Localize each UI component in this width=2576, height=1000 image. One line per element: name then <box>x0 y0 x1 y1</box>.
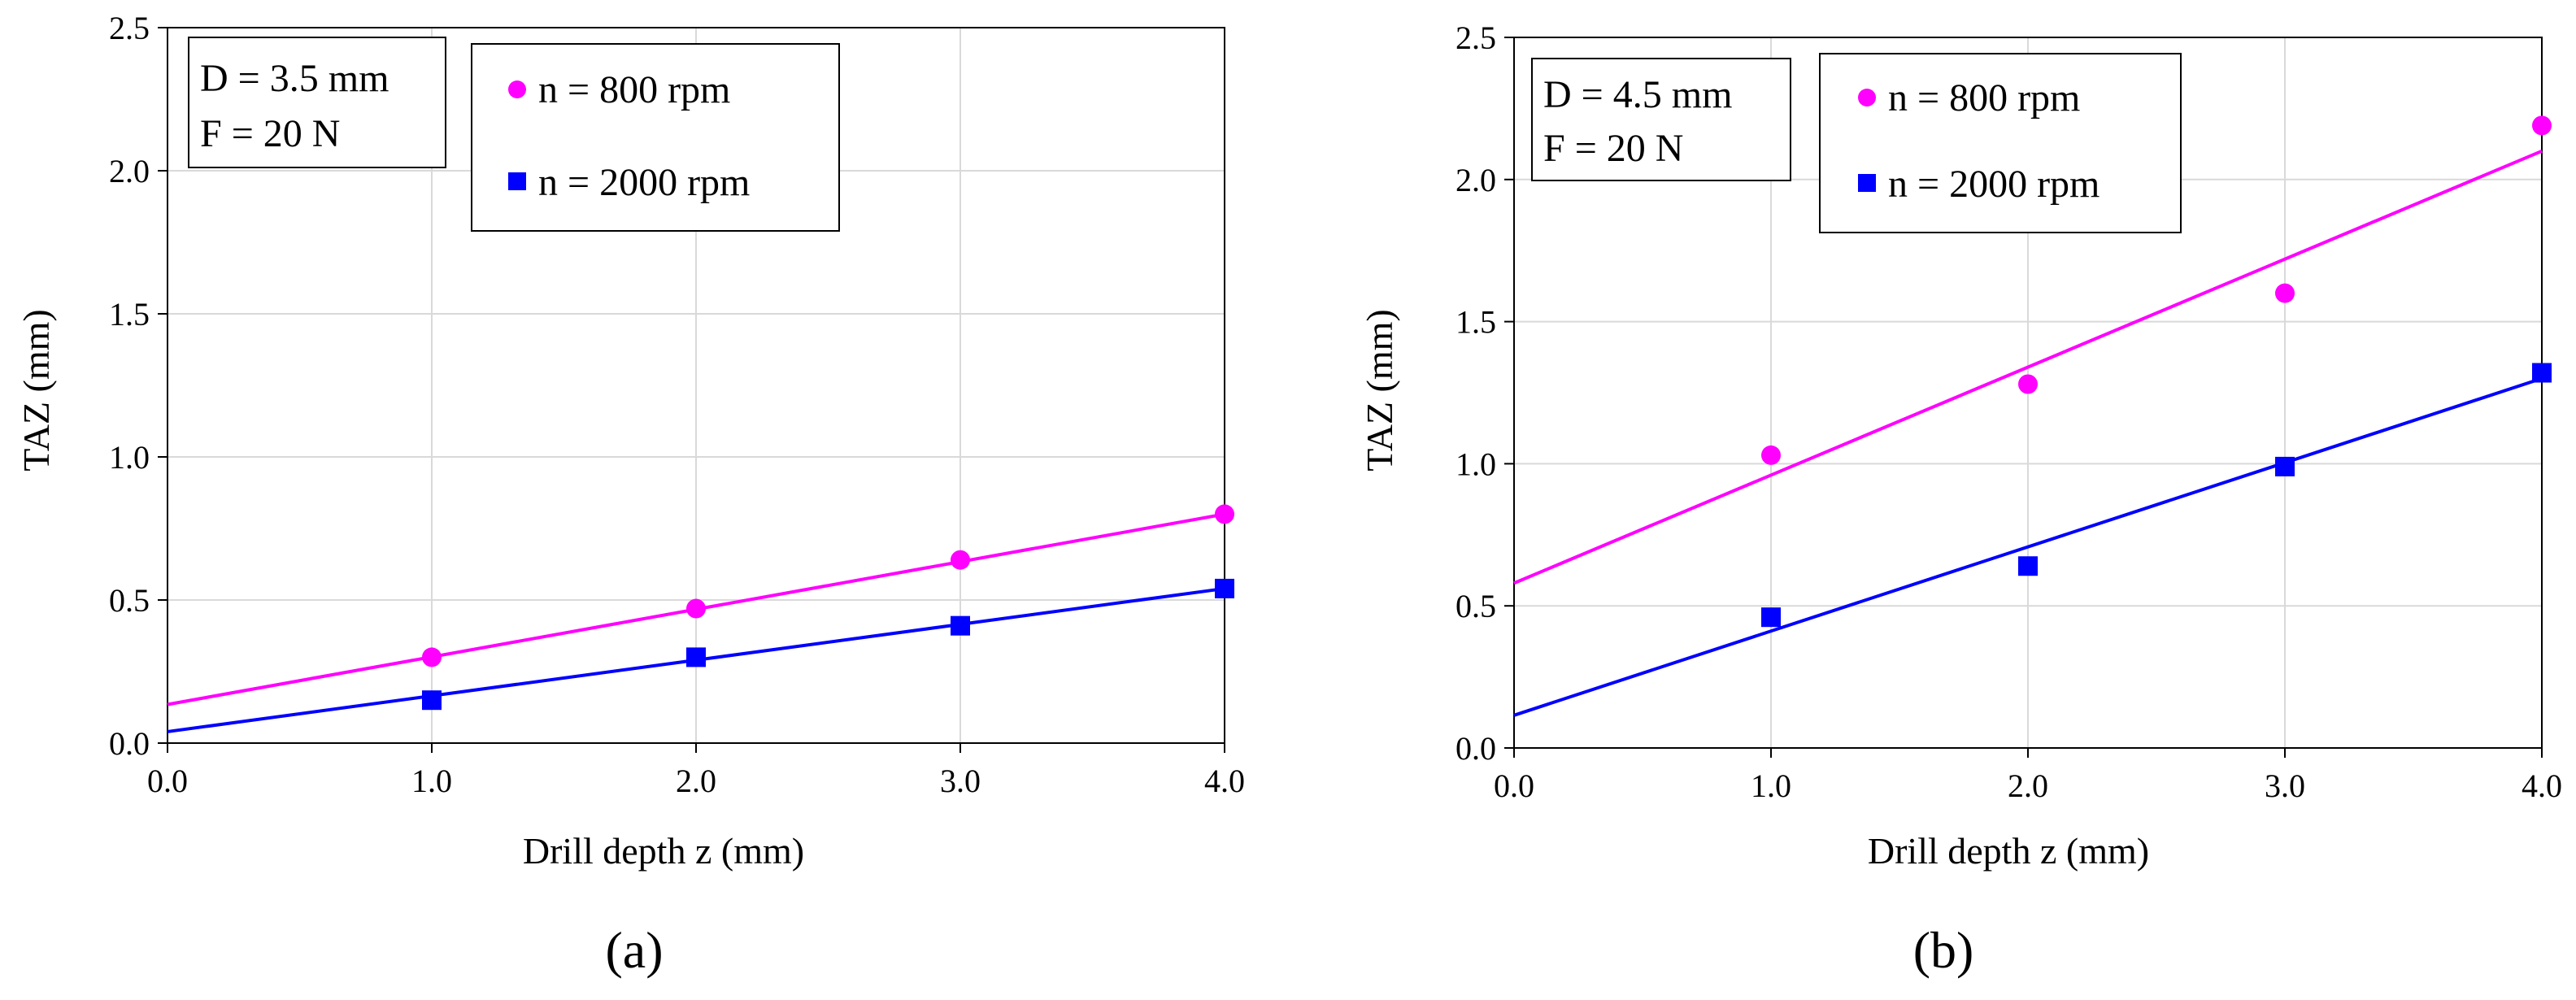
chart-b-point-2000 <box>2532 363 2552 383</box>
chart-b: 0.0 0.5 1.0 1.5 2.0 2.5 0.0 1.0 2.0 3.0 4.0 Drill… <box>1359 20 2562 979</box>
chart-b-x-tick-label: 2.0 <box>2008 767 2048 804</box>
chart-b-plot-area <box>1513 37 2543 749</box>
chart-b-point-2000 <box>2018 556 2038 576</box>
chart-a-point-800 <box>951 550 970 570</box>
chart-a-points <box>422 504 1234 711</box>
chart-a-point-800 <box>422 647 442 667</box>
chart-b-annotation-diameter: D = 4.5 mm <box>1543 73 1732 116</box>
chart-a-legend-marker-800 <box>508 80 526 98</box>
chart-a-point-800 <box>686 598 706 619</box>
chart-b-point-2000 <box>1761 607 1781 628</box>
chart-b-x-tick-label: 4.0 <box>2522 767 2562 804</box>
chart-a-y-tick-label: 2.5 <box>109 10 150 46</box>
chart-a-point-2000 <box>686 647 706 667</box>
chart-b-point-800 <box>2275 283 2295 303</box>
chart-a-y-tick-labels: 0.0 0.5 1.0 1.5 2.0 2.5 <box>109 10 150 762</box>
chart-a-annotation-force: F = 20 N <box>200 112 340 155</box>
chart-b-y-axis-title: TAZ (mm) <box>1359 309 1400 471</box>
chart-b-trendlines <box>1513 149 2543 717</box>
chart-a-y-tick-label: 0.5 <box>109 582 150 619</box>
chart-a-x-tick-label: 4.0 <box>1204 763 1245 799</box>
chart-b-x-tick-label: 3.0 <box>2265 767 2305 804</box>
chart-b-legend-label-800: n = 800 rpm <box>1888 76 2080 120</box>
chart-a-x-axis-title: Drill depth z (mm) <box>523 830 804 872</box>
chart-b-point-800 <box>2018 374 2038 394</box>
chart-a-x-tick-label: 0.0 <box>147 763 188 799</box>
chart-a-x-tick-label: 1.0 <box>411 763 452 799</box>
chart-b-legend: n = 800 rpm n = 2000 rpm <box>1819 53 2182 233</box>
chart-a-x-tick-labels: 0.0 1.0 2.0 3.0 4.0 <box>147 763 1245 799</box>
chart-a-x-tick-label: 3.0 <box>940 763 981 799</box>
chart-a-legend: n = 800 rpm n = 2000 rpm <box>471 43 840 232</box>
chart-b-trendline-800 <box>1513 149 2543 585</box>
chart-b-legend-label-2000: n = 2000 rpm <box>1888 163 2100 206</box>
chart-a-annotation-diameter: D = 3.5 mm <box>200 57 389 100</box>
chart-b-point-800 <box>2532 115 2552 136</box>
chart-b-legend-marker-800 <box>1858 89 1876 107</box>
chart-b-legend-marker-2000 <box>1858 174 1876 192</box>
chart-b-y-tick-label: 2.5 <box>1456 20 1496 56</box>
chart-a-point-2000 <box>1215 578 1234 598</box>
chart-a-y-tick-label: 2.0 <box>109 153 150 189</box>
chart-b-x-tick-label: 1.0 <box>1751 767 1791 804</box>
chart-b-y-tick-label: 2.0 <box>1456 162 1496 198</box>
chart-a-legend-marker-2000 <box>508 172 526 190</box>
chart-a-y-tick-label: 1.0 <box>109 439 150 476</box>
chart-b-point-800 <box>1761 445 1781 465</box>
chart-b-point-2000 <box>2275 456 2295 476</box>
chart-a-y-tick-label: 1.5 <box>109 296 150 333</box>
chart-b-y-tick-label: 1.0 <box>1456 446 1496 482</box>
chart-a-annotation-box: D = 3.5 mm F = 20 N <box>188 37 446 168</box>
chart-a-point-2000 <box>422 690 442 711</box>
chart-a-y-axis-title: TAZ (mm) <box>15 309 57 471</box>
chart-b-x-tick-labels: 0.0 1.0 2.0 3.0 4.0 <box>1494 767 2562 804</box>
chart-a-legend-label-2000: n = 2000 rpm <box>538 161 750 204</box>
chart-a: 0.0 0.5 1.0 1.5 2.0 2.5 0.0 1.0 2.0 3.0 4.0 Drill… <box>15 10 1245 979</box>
chart-b-x-axis-title: Drill depth z (mm) <box>1868 830 2149 872</box>
chart-b-y-tick-label: 0.0 <box>1456 730 1496 767</box>
chart-a-legend-label-800: n = 800 rpm <box>538 68 730 111</box>
chart-b-trendline-2000 <box>1513 376 2543 717</box>
chart-b-annotation-force: F = 20 N <box>1543 127 1683 170</box>
chart-a-x-tick-label: 2.0 <box>676 763 716 799</box>
chart-b-points <box>1761 115 2552 628</box>
chart-b-y-tick-label: 0.5 <box>1456 588 1496 624</box>
chart-b-panel-label: (b) <box>1913 921 1974 979</box>
chart-b-x-tick-label: 0.0 <box>1494 767 1534 804</box>
chart-a-point-800 <box>1215 504 1234 524</box>
chart-b-annotation-box: D = 4.5 mm F = 20 N <box>1531 58 1791 181</box>
chart-a-y-tick-label: 0.0 <box>109 725 150 762</box>
chart-a-point-2000 <box>951 615 970 636</box>
chart-b-y-tick-label: 1.5 <box>1456 304 1496 341</box>
chart-a-plot-area <box>167 27 1225 744</box>
chart-b-y-tick-labels: 0.0 0.5 1.0 1.5 2.0 2.5 <box>1456 20 1496 767</box>
chart-a-panel-label: (a) <box>605 921 663 979</box>
